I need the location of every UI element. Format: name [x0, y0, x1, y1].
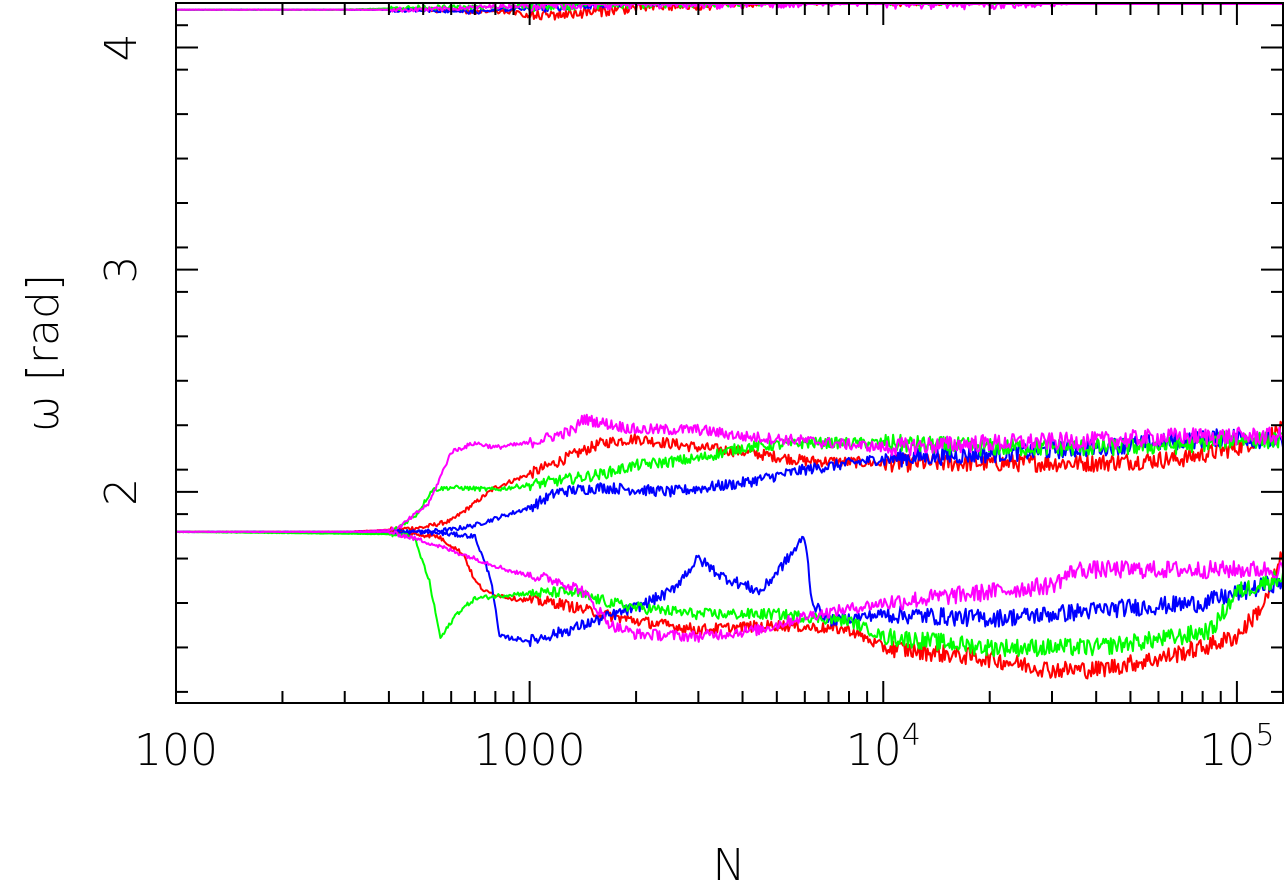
y-tick-label: 3 — [96, 256, 147, 284]
series-line-11 — [176, 3, 1283, 13]
x-tick-label: 104 — [846, 718, 921, 776]
x-tick-label: 1000 — [474, 725, 586, 776]
series-line-7 — [176, 530, 1284, 643]
plot-frame — [175, 2, 1284, 704]
plot-series-group — [175, 3, 1284, 680]
y-tick-label: 4 — [96, 33, 147, 61]
series-line-4 — [175, 529, 1284, 680]
tick-labels: 100 1000 104 105 2 3 4 — [96, 33, 1274, 776]
series-line-6 — [175, 530, 1284, 658]
x-tick-label: 100 — [134, 725, 218, 776]
tick-marks — [175, 3, 1283, 703]
y-axis-label: ω [rad] — [18, 274, 69, 432]
x-tick-label: 105 — [1199, 718, 1274, 776]
y-tick-label: 2 — [96, 478, 147, 506]
x-axis-label: N — [713, 840, 746, 891]
series-line-3 — [175, 413, 1284, 534]
